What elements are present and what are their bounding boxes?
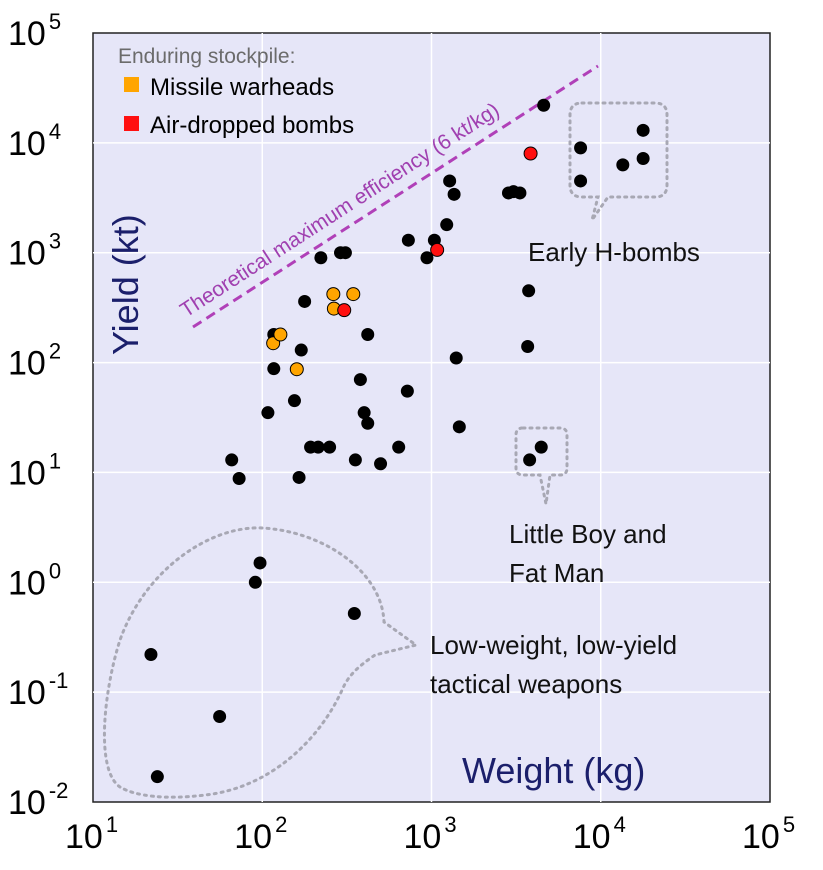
data-point [248,575,262,589]
data-point [357,406,371,420]
y-tick-label: 10 -1 [8,668,68,712]
air-dropped-bomb-point [430,242,445,257]
data-point [314,251,328,265]
data-point [574,141,588,155]
data-point [401,233,415,247]
data-point [150,770,164,784]
legend-label-bomb: Air-dropped bombs [150,112,354,139]
air-dropped-bomb-point [337,303,352,318]
lbfm-label-line1: Little Boy and [509,519,667,549]
data-point [636,152,650,166]
data-point [420,251,434,265]
legend-swatch-missile [124,77,139,92]
legend-label-missile: Missile warheads [150,74,334,101]
x-tick-label: 10 4 [573,812,626,856]
x-axis-title: Weight (kg) [462,750,645,791]
missile-warhead-point [346,287,361,302]
data-point [253,556,267,570]
data-point [523,453,537,467]
data-point [347,606,361,620]
data-point [213,710,227,724]
data-point [449,351,463,365]
air-dropped-bomb-point [523,146,538,161]
y-tick-label: 10 3 [8,229,61,273]
data-point [287,394,301,408]
data-point [323,440,337,454]
data-point [294,343,308,357]
data-point [353,373,367,387]
data-point [400,384,414,398]
data-point [522,284,536,298]
data-point [616,158,630,172]
efficiency-line [192,64,599,329]
x-tick-label: 10 3 [404,812,457,856]
data-point [348,453,362,467]
data-point [267,362,281,376]
x-axis-ticks: 10 1 10 2 10 3 10 4 10 5 [65,812,795,856]
y-tick-label: 10 1 [8,448,61,492]
y-axis-title: Yield (kt) [105,214,146,355]
data-point [298,294,312,308]
missile-warhead-point [273,327,288,342]
x-tick-label: 10 5 [742,812,795,856]
data-point [361,416,375,430]
data-point [225,453,239,467]
data-point [261,406,275,420]
hbombs-label: Early H-bombs [528,237,700,267]
y-tick-label: 10 -2 [8,778,68,822]
data-point [311,440,325,454]
legend-title: Enduring stockpile: [118,45,295,68]
data-point [392,440,406,454]
legend-swatch-bomb [124,116,139,131]
data-point [361,328,375,342]
y-tick-label: 10 2 [8,339,61,383]
tactical-callout [102,526,420,799]
data-point [636,123,650,137]
tactical-label-line1: Low-weight, low-yield [430,630,677,660]
data-point [292,470,306,484]
missile-warhead-point [326,287,341,302]
data-point [440,218,454,232]
data-point [534,440,548,454]
y-tick-label: 10 4 [8,119,61,163]
data-point [521,340,535,354]
y-tick-label: 10 5 [8,9,61,53]
data-point [447,187,461,201]
data-points [144,98,650,784]
data-point [443,174,457,188]
lbfm-callout [514,426,569,505]
lbfm-label-line2: Fat Man [509,558,604,588]
data-point [144,648,158,662]
data-point [338,246,352,260]
x-tick-label: 10 2 [234,812,287,856]
x-tick-label: 10 1 [65,812,118,856]
tactical-label-line2: tactical weapons [430,669,622,699]
data-point [513,186,527,200]
grid [93,33,770,802]
data-point [232,472,246,486]
data-point [374,457,388,471]
legend: Enduring stockpile: Missile warheads Air… [118,45,354,139]
data-point [537,98,551,112]
y-tick-label: 10 0 [8,558,61,602]
hbombs-callout [568,101,669,221]
data-point [452,420,466,434]
data-point [574,174,588,188]
missile-warhead-point [289,362,304,377]
